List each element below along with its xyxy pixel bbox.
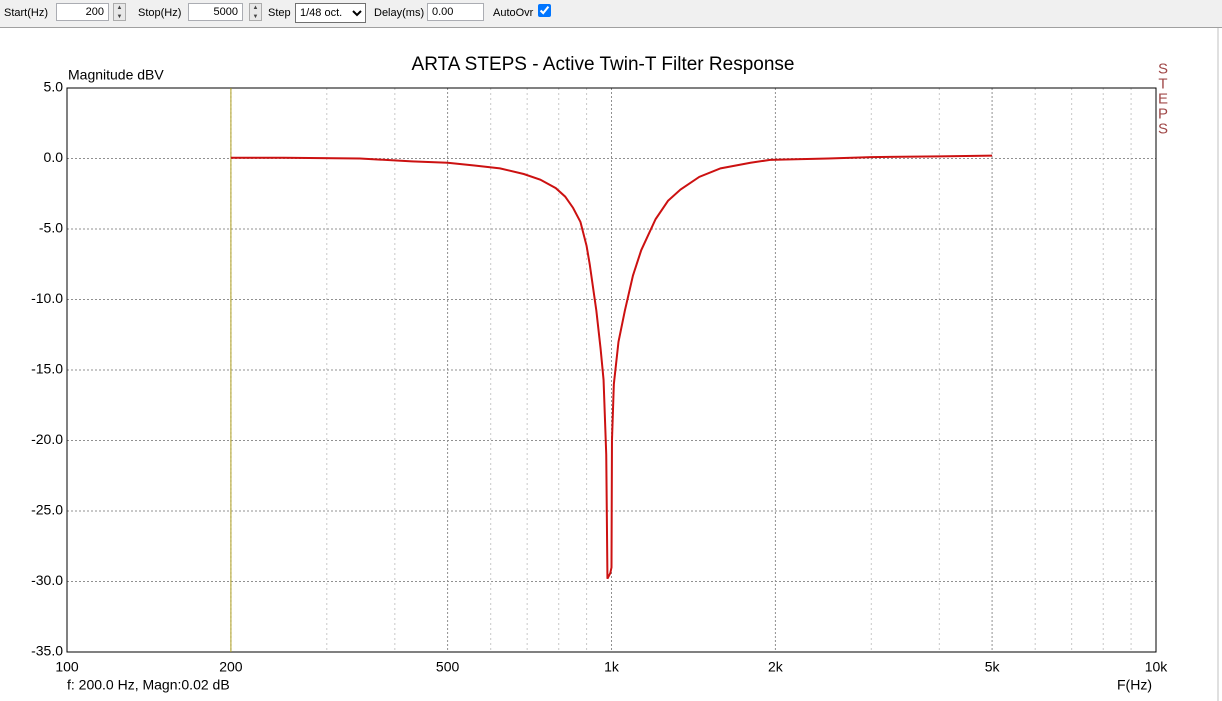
delay-label: Delay(ms) — [374, 7, 425, 19]
y-tick-label: 5.0 — [44, 79, 64, 95]
y-tick-label: -15.0 — [31, 361, 63, 377]
autoovr-checkbox[interactable] — [538, 4, 551, 17]
x-tick-label: 100 — [55, 659, 79, 675]
y-tick-label: -35.0 — [31, 643, 63, 659]
x-tick-label: 5k — [985, 659, 1001, 675]
chart: ARTA STEPS - Active Twin-T Filter Respon… — [31, 28, 1219, 701]
x-axis-label: F(Hz) — [1117, 677, 1152, 693]
y-tick-label: -5.0 — [39, 220, 63, 236]
y-axis-label: Magnitude dBV — [68, 67, 164, 83]
stop-input[interactable] — [188, 3, 243, 21]
start-input[interactable] — [56, 3, 109, 21]
x-tick-label: 2k — [768, 659, 784, 675]
y-tick-label: -10.0 — [31, 290, 63, 306]
y-tick-label: -30.0 — [31, 572, 63, 588]
toolbar: Start(Hz) ▲▼ Stop(Hz) ▲▼ Step 1/48 oct. … — [0, 0, 1222, 28]
x-tick-label: 500 — [436, 659, 460, 675]
step-select[interactable]: 1/48 oct. — [295, 3, 366, 23]
stop-spinner[interactable]: ▲ ▼ — [249, 3, 262, 21]
x-tick-label: 200 — [219, 659, 243, 675]
delay-input[interactable] — [427, 3, 484, 21]
autoovr-label: AutoOvr — [493, 7, 534, 19]
x-tick-label: 1k — [604, 659, 620, 675]
y-tick-label: -25.0 — [31, 502, 63, 518]
x-tick-label: 10k — [1145, 659, 1169, 675]
side-label: STEPS — [1155, 61, 1172, 136]
stop-label: Stop(Hz) — [138, 7, 182, 19]
y-tick-label: 0.0 — [44, 149, 64, 165]
y-tick-label: -20.0 — [31, 431, 63, 447]
start-label: Start(Hz) — [4, 7, 48, 19]
cursor-status: f: 200.0 Hz, Magn:0.02 dB — [67, 677, 230, 693]
step-label: Step — [268, 7, 291, 19]
start-spinner[interactable]: ▲ ▼ — [113, 3, 126, 21]
plot-frame — [66, 87, 1157, 653]
chart-title: ARTA STEPS - Active Twin-T Filter Respon… — [412, 54, 795, 75]
series-line — [230, 154, 993, 580]
